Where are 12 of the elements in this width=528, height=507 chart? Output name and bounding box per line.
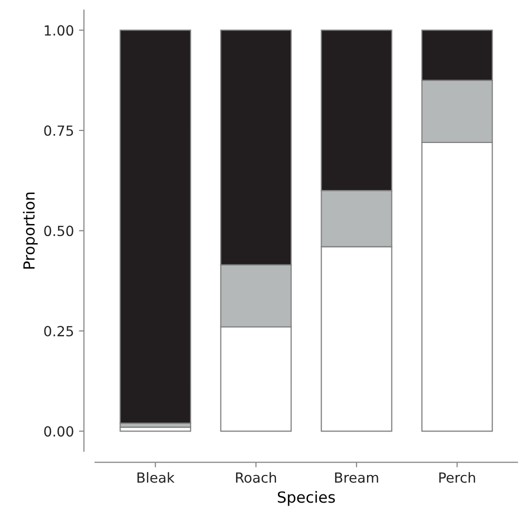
x-tick-label: Perch (439, 472, 476, 483)
x-tick-label: Roach (236, 472, 276, 483)
x-axis-title: Species (278, 491, 335, 506)
y-tick-label: 1.00 (44, 25, 74, 36)
y-tick-label: 0.00 (44, 426, 74, 437)
bar (120, 30, 192, 424)
x-tick-label: Bleak (138, 472, 175, 483)
x-tick-label: Bream (335, 472, 378, 483)
y-tick-label: 0.25 (44, 326, 73, 336)
y-tick-label: 0.50 (44, 226, 74, 236)
y-tick-label: 0.75 (44, 125, 73, 136)
y-axis-title: Proportion (22, 192, 38, 269)
